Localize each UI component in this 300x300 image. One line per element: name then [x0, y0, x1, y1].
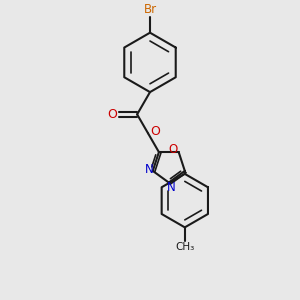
Text: N: N [167, 181, 175, 194]
Text: CH₃: CH₃ [175, 242, 194, 252]
Text: O: O [150, 125, 160, 138]
Text: O: O [107, 108, 117, 121]
Text: Br: Br [143, 3, 157, 16]
Text: N: N [145, 164, 153, 176]
Text: O: O [168, 142, 177, 156]
